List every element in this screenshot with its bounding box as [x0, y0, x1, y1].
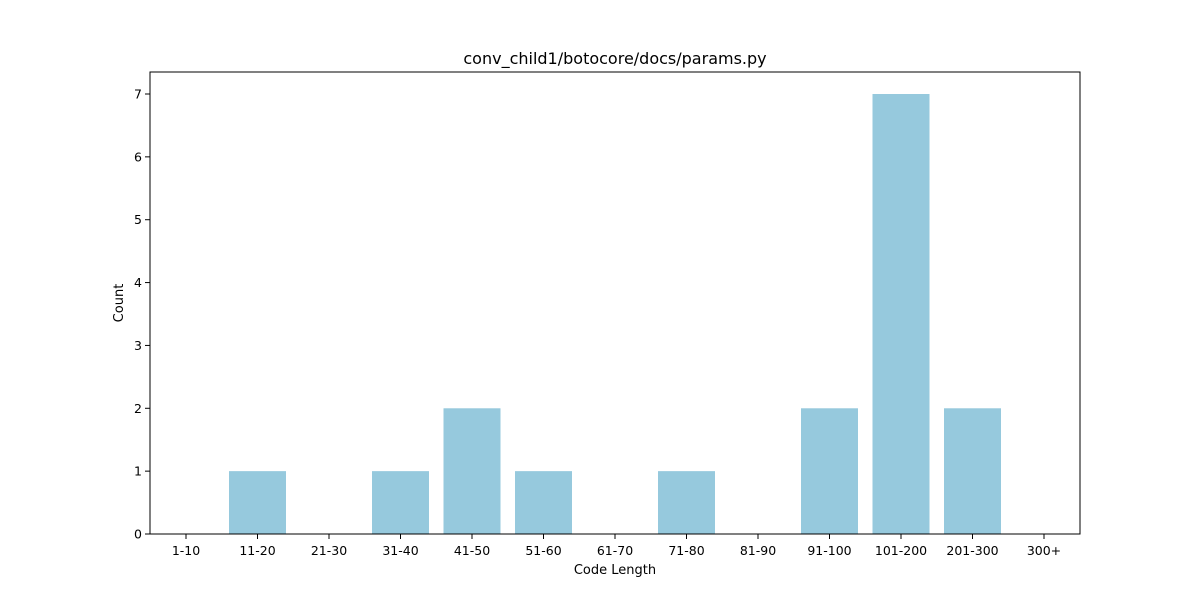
x-tick-label: 61-70: [597, 543, 633, 558]
x-tick-label: 71-80: [668, 543, 704, 558]
bar-11-20: [229, 471, 286, 534]
x-tick-label: 101-200: [875, 543, 927, 558]
bar-201-300: [944, 408, 1001, 534]
x-tick-label: 41-50: [454, 543, 490, 558]
x-tick-label: 91-100: [807, 543, 851, 558]
bar-101-200: [872, 94, 930, 534]
bar-31-40: [372, 471, 429, 534]
y-tick-label: 4: [134, 275, 142, 290]
y-tick-label: 3: [134, 338, 142, 353]
x-tick-label: 31-40: [382, 543, 418, 558]
x-tick-label: 21-30: [311, 543, 347, 558]
y-tick-label: 6: [134, 149, 142, 164]
x-tick-label: 201-300: [946, 543, 998, 558]
x-tick-label: 11-20: [239, 543, 275, 558]
x-tick-label: 1-10: [172, 543, 200, 558]
y-tick-label: 1: [134, 464, 142, 479]
bars-group: [229, 94, 1001, 534]
y-tick-label: 5: [134, 212, 142, 227]
bar-51-60: [515, 471, 572, 534]
x-tick-label: 300+: [1027, 543, 1061, 558]
chart-title: conv_child1/botocore/docs/params.py: [463, 49, 766, 69]
x-tick-label: 51-60: [525, 543, 561, 558]
y-tick-label: 7: [134, 87, 142, 102]
bar-91-100: [801, 408, 858, 534]
y-tick-label: 0: [134, 527, 142, 542]
x-axis-label: Code Length: [574, 563, 656, 578]
y-axis-label: Count: [112, 284, 127, 323]
x-tick-label: 81-90: [740, 543, 776, 558]
x-axis: 1-10 11-20 21-30 31-40 41-50 51-60 61-70 71-80 8…: [172, 534, 1061, 558]
bar-41-50: [443, 408, 501, 534]
y-tick-label: 2: [134, 401, 142, 416]
y-axis: 0 1 2 3 4 5 6 7: [134, 87, 150, 542]
bar-71-80: [658, 471, 715, 534]
